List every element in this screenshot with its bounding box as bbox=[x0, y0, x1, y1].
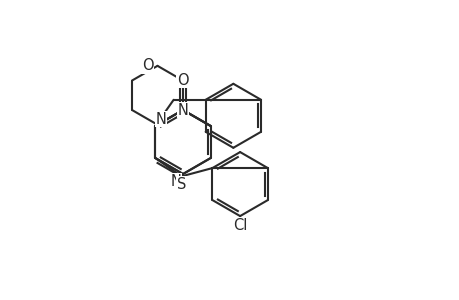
Text: N: N bbox=[170, 173, 181, 188]
Text: S: S bbox=[176, 177, 186, 192]
Text: Cl: Cl bbox=[232, 218, 247, 232]
Text: N: N bbox=[177, 103, 188, 118]
Text: O: O bbox=[141, 58, 153, 73]
Text: O: O bbox=[177, 73, 188, 88]
Text: N: N bbox=[156, 112, 166, 127]
